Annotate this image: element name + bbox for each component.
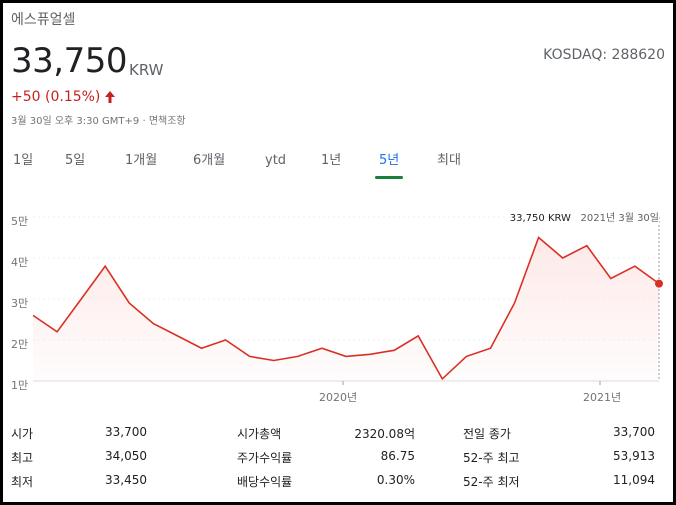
x-tick-label: 2020년 [319, 391, 358, 404]
stat-label: 최고 [11, 451, 34, 465]
tab-max[interactable]: 최대 [437, 153, 461, 168]
timestamp[interactable]: 3월 30일 오후 3:30 GMT+9 · 면책조항 [11, 116, 186, 127]
exchange-ticker[interactable]: KOSDAQ: 288620 [543, 47, 665, 63]
stat-value: 34,050 [105, 449, 147, 463]
chart-plot[interactable] [3, 199, 673, 409]
stat-label: 전일 종가 [463, 427, 511, 441]
tab-1m[interactable]: 1개월 [125, 153, 158, 168]
stat-label: 최저 [11, 475, 34, 489]
company-name: 에스퓨얼셀 [11, 12, 76, 28]
y-tick-label: 4만 [11, 256, 29, 269]
stat-value: 86.75 [380, 449, 415, 463]
tab-1y[interactable]: 1년 [321, 153, 342, 168]
price-change: +50 (0.15%) [11, 89, 116, 105]
stat-label: 배당수익률 [237, 475, 293, 489]
x-tick-label: 2021년 [583, 391, 622, 404]
current-price-dot [655, 279, 663, 288]
stat-label: 52-주 최고 [463, 451, 520, 465]
y-tick-label: 3만 [11, 297, 29, 310]
arrow-up-icon [105, 91, 116, 103]
stat-value: 33,700 [105, 425, 147, 439]
tooltip-date: 2021년 3월 30일 [580, 213, 660, 224]
price-change-text: +50 (0.15%) [11, 89, 101, 105]
current-price: 33,750 [11, 41, 127, 81]
stat-label: 시가총액 [237, 427, 282, 441]
currency-label: KRW [129, 61, 164, 79]
stat-label: 주가수익률 [237, 451, 293, 465]
price-line [32, 236, 660, 381]
tab-6m[interactable]: 6개월 [193, 153, 226, 168]
range-tabs: 1일 5일 1개월 6개월 ytd 1년 5년 최대 [3, 149, 673, 179]
stat-label: 52-주 최저 [463, 475, 520, 489]
chart-tooltip: 33,750 KRW 2021년 3월 30일 [509, 209, 660, 224]
stat-value: 33,450 [105, 473, 147, 487]
stat-value: 53,913 [613, 449, 655, 463]
tooltip-price: 33,750 KRW [509, 213, 571, 224]
price-area-fill [33, 237, 659, 381]
tab-1d[interactable]: 1일 [13, 153, 34, 168]
tab-5y[interactable]: 5년 [375, 149, 404, 179]
stat-value: 11,094 [613, 473, 655, 487]
tab-5d[interactable]: 5일 [65, 153, 86, 168]
stat-value: 0.30% [376, 473, 415, 487]
tab-ytd[interactable]: ytd [265, 153, 287, 168]
stat-value: 2320.08억 [354, 427, 415, 441]
y-tick-label: 2만 [11, 338, 29, 351]
price-chart[interactable]: 5만 4만 3만 2만 1만 2020년 2021년 33,750 KRW 20… [3, 199, 673, 409]
stat-value: 33,700 [613, 425, 655, 439]
y-tick-label: 5만 [11, 215, 29, 228]
stats-table: 시가 33,700 최고 34,050 최저 33,450 시가총액 2320.… [11, 423, 671, 503]
active-tab-indicator [375, 176, 404, 179]
y-tick-label: 1만 [11, 379, 29, 392]
stat-label: 시가 [11, 427, 34, 441]
